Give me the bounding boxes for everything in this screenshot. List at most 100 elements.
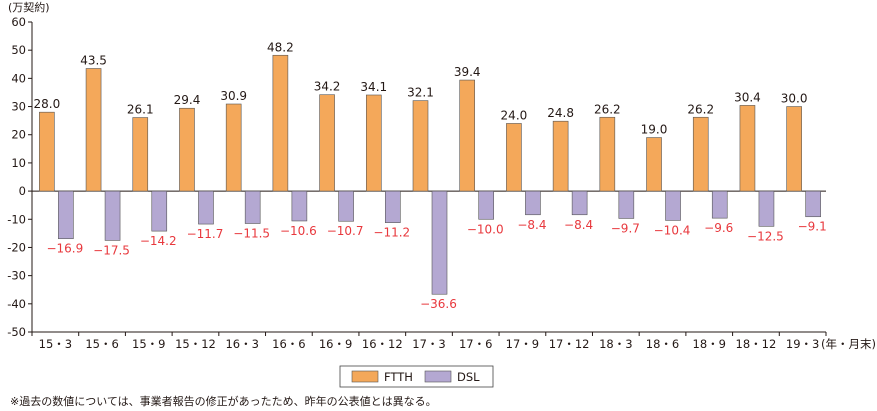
y-tick-label: -50 bbox=[7, 325, 26, 339]
bar-ftth bbox=[272, 54, 289, 192]
data-label-dsl: −10.4 bbox=[654, 223, 691, 237]
y-tick-label: 60 bbox=[11, 15, 26, 29]
y-tick-label: 40 bbox=[11, 71, 26, 85]
bar-dsl bbox=[198, 190, 214, 225]
bar-dsl bbox=[618, 190, 635, 219]
axes: 60 50 40 30 20 10 0 -10 -20 -30 -40 -50 15・3 15・6 15・9… bbox=[7, 15, 827, 351]
bar-ftth bbox=[506, 123, 522, 192]
data-label-ftth: 34.1 bbox=[360, 80, 387, 94]
data-label-dsl: −9.6 bbox=[704, 221, 733, 235]
bar-ftth bbox=[646, 137, 662, 192]
legend-label-dsl: DSL bbox=[457, 370, 480, 384]
x-tick-label: 15・6 bbox=[85, 337, 118, 351]
data-label-dsl: −11.5 bbox=[233, 227, 270, 241]
data-label-ftth: 32.1 bbox=[407, 86, 434, 100]
y-tick-label: 0 bbox=[19, 184, 26, 198]
x-tick-label: 17・3 bbox=[412, 337, 445, 351]
bar-ftth bbox=[365, 94, 382, 192]
x-tick-label: 18・9 bbox=[693, 337, 726, 351]
data-label-ftth: 26.2 bbox=[594, 102, 621, 116]
data-label-dsl: −16.9 bbox=[46, 242, 83, 256]
bar-dsl bbox=[525, 190, 541, 216]
data-label-dsl: −12.5 bbox=[747, 229, 784, 243]
data-label-ftth: 26.1 bbox=[127, 103, 154, 117]
bar-dsl bbox=[758, 190, 775, 227]
y-tick-label: -40 bbox=[7, 297, 26, 311]
data-label-ftth: 26.2 bbox=[687, 102, 714, 116]
bar-ftth bbox=[319, 94, 335, 192]
y-tick-label: 20 bbox=[11, 128, 26, 142]
x-tick-label: 16・6 bbox=[272, 337, 305, 351]
bar-dsl bbox=[58, 190, 74, 240]
bar-ftth bbox=[599, 116, 616, 192]
bar-dsl bbox=[711, 190, 728, 219]
data-label-ftth: 48.2 bbox=[267, 40, 294, 54]
legend-label-ftth: FTTH bbox=[384, 370, 413, 384]
bar-ftth bbox=[132, 117, 149, 192]
bar-dsl bbox=[338, 190, 354, 222]
bar-ftth bbox=[786, 106, 802, 192]
x-tick-label: 17・9 bbox=[506, 337, 539, 351]
bars bbox=[39, 54, 821, 295]
data-label-dsl: −10.6 bbox=[280, 224, 317, 238]
data-label-ftth: 24.0 bbox=[501, 108, 528, 122]
bar-ftth bbox=[179, 107, 195, 192]
x-axis-unit-label: (年・月末) bbox=[821, 337, 876, 351]
data-label-dsl: −8.4 bbox=[564, 218, 593, 232]
y-tick-label: -20 bbox=[7, 240, 26, 254]
x-tick-label: 16・3 bbox=[225, 337, 258, 351]
bar-dsl bbox=[244, 190, 261, 224]
data-label-ftth: 34.2 bbox=[314, 80, 341, 94]
data-label-ftth: 30.9 bbox=[220, 89, 247, 103]
data-label-dsl: −9.7 bbox=[611, 221, 640, 235]
data-label-dsl: −9.1 bbox=[798, 220, 827, 234]
data-label-ftth: 24.8 bbox=[547, 106, 574, 120]
data-label-dsl: −17.5 bbox=[93, 243, 130, 257]
y-tick-label: -30 bbox=[7, 269, 26, 283]
bar-ftth bbox=[692, 116, 709, 192]
data-label-dsl: −11.7 bbox=[187, 227, 224, 241]
data-label-ftth: 30.0 bbox=[781, 92, 808, 106]
footnote: ※過去の数値については、事業者報告の修正があったため、昨年の公表値とは異なる。 bbox=[10, 395, 437, 408]
bar-dsl bbox=[431, 190, 448, 295]
data-label-dsl: −36.6 bbox=[420, 297, 457, 311]
data-label-ftth: 43.5 bbox=[80, 54, 107, 68]
bar-dsl bbox=[151, 190, 168, 232]
bar-ftth bbox=[739, 105, 756, 192]
bar-ftth bbox=[552, 120, 569, 192]
bar-dsl bbox=[291, 190, 308, 222]
bar-dsl bbox=[665, 190, 681, 221]
data-label-ftth: 39.4 bbox=[454, 65, 481, 79]
x-tick-label: 15・3 bbox=[39, 337, 72, 351]
y-tick-label: 50 bbox=[11, 43, 26, 57]
data-label-ftth: 28.0 bbox=[33, 97, 60, 111]
bar-ftth bbox=[39, 111, 55, 192]
y-axis-unit-label: (万契約) bbox=[8, 0, 50, 14]
x-tick-label: 16・9 bbox=[319, 337, 352, 351]
x-tick-label: 15・12 bbox=[175, 337, 216, 351]
y-tick-label: 30 bbox=[11, 100, 26, 114]
x-tick-label: 18・12 bbox=[736, 337, 777, 351]
data-label-ftth: 29.4 bbox=[174, 93, 201, 107]
bar-dsl bbox=[478, 190, 495, 220]
bar-dsl bbox=[805, 190, 821, 218]
bar-ftth bbox=[225, 103, 242, 192]
x-tick-label: 15・9 bbox=[132, 337, 165, 351]
bar-dsl bbox=[384, 190, 401, 223]
bar-dsl bbox=[571, 190, 588, 216]
bar-ftth bbox=[459, 79, 476, 192]
data-label-ftth: 30.4 bbox=[734, 90, 761, 104]
legend-swatch-ftth bbox=[351, 370, 379, 383]
data-label-dsl: −11.2 bbox=[373, 226, 410, 240]
x-tick-label: 18・3 bbox=[599, 337, 632, 351]
x-tick-label: 16・12 bbox=[362, 337, 403, 351]
data-label-dsl: −14.2 bbox=[140, 234, 177, 248]
x-tick-label: 17・12 bbox=[549, 337, 590, 351]
legend-swatch-dsl bbox=[424, 370, 452, 383]
data-label-dsl: −8.4 bbox=[517, 218, 546, 232]
bar-ftth bbox=[85, 68, 102, 192]
legend: FTTH DSL bbox=[339, 365, 494, 388]
data-label-ftth: 19.0 bbox=[641, 123, 668, 137]
data-labels: 28.0 −16.9 43.5 −17.5 26.1 −14.2 29.4 −11.7 30.9… bbox=[33, 40, 826, 311]
